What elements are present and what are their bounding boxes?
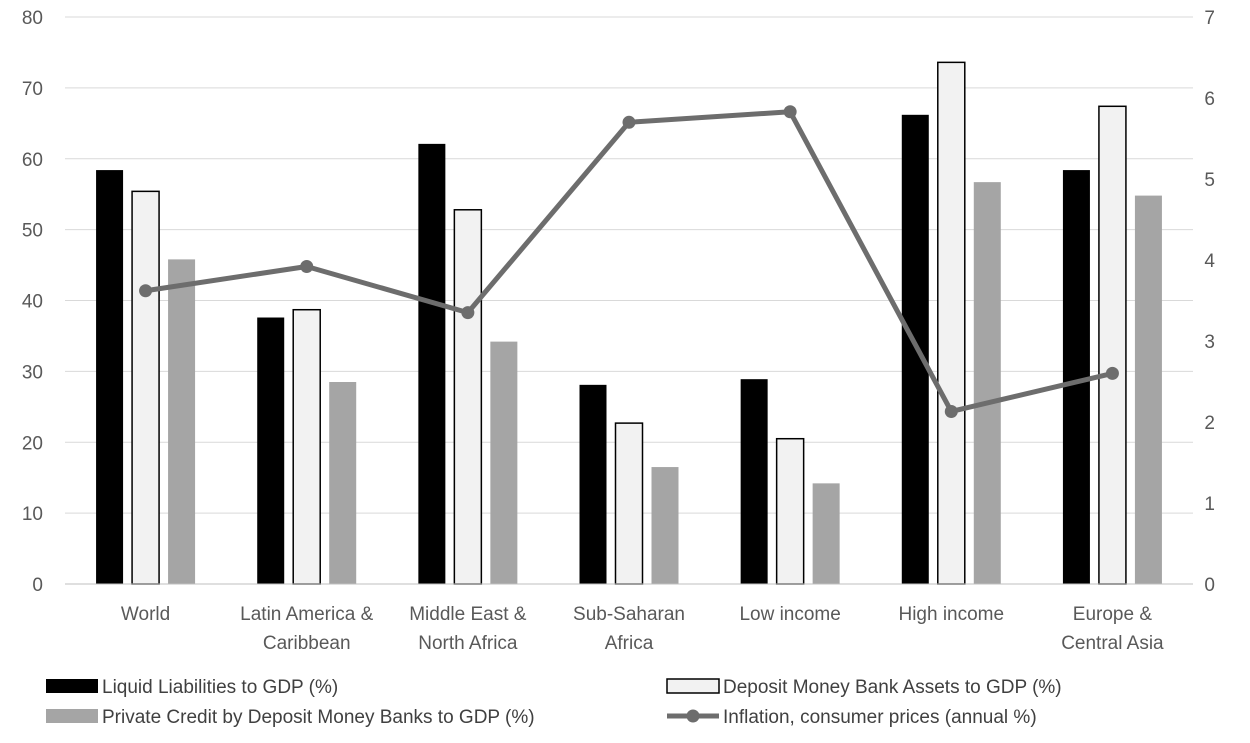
category-label: Low income [739,604,840,625]
inflation-line-path [145,109,1114,414]
bar [740,379,768,584]
bar [453,209,483,585]
category-label-line: Sub-Saharan [573,604,685,625]
right-tick-label: 7 [1204,8,1215,29]
category-label-line: Central Asia [1061,633,1164,654]
inflation-point [461,306,475,320]
bar [775,437,805,585]
category-label: World [121,604,170,625]
bar [614,422,644,585]
left-tick-label: 30 [22,362,43,383]
bar [1134,195,1162,585]
inflation-point [139,284,153,298]
category-label-line: Low income [739,604,840,625]
legend: Liquid Liabilities to GDP (%) Deposit Mon… [46,677,1062,728]
right-axis-tick-labels: 0 1 2 3 4 5 6 7 [1204,8,1215,596]
legend-swatch [666,678,720,694]
legend-item: Deposit Money Bank Assets to GDP (%) [666,677,1062,698]
left-tick-label: 40 [22,292,43,313]
bar [937,61,966,585]
category-label: Middle East & North Africa [409,604,527,654]
legend-item: Inflation, consumer prices (annual %) [667,707,1037,728]
bar [257,317,285,584]
category-label-line: North Africa [418,633,518,654]
right-tick-label: 2 [1204,413,1215,434]
legend-marker [686,709,700,723]
category-label-line: Caribbean [263,633,351,654]
left-tick-label: 50 [22,221,43,242]
category-label-line: Europe & [1073,604,1153,625]
inflation-line [139,105,1119,418]
bar [812,483,840,584]
category-label: High income [898,604,1004,625]
category-label: Sub-Saharan Africa [573,604,685,654]
right-tick-label: 1 [1204,494,1215,515]
left-axis-tick-labels: 0 10 20 30 40 50 60 70 80 [22,8,43,596]
gridlines [65,16,1193,514]
right-tick-label: 6 [1204,89,1215,110]
category-labels: World Latin America & Caribbean Middle East… [121,604,1164,654]
bar [168,259,196,584]
right-tick-label: 5 [1204,170,1215,191]
bar [131,190,160,585]
legend-swatch [46,679,98,693]
right-tick-label: 3 [1204,332,1215,353]
category-label-line: Middle East & [409,604,527,625]
bar [96,170,124,584]
legend-label: Deposit Money Bank Assets to GDP (%) [723,677,1062,698]
legend-item: Liquid Liabilities to GDP (%) [46,677,338,698]
bar [651,467,679,584]
legend-label: Liquid Liabilities to GDP (%) [102,677,338,698]
inflation-point [1105,366,1119,380]
bar [579,384,607,584]
bar [1062,170,1090,584]
category-label-line: Latin America & [240,604,373,625]
bar [418,143,446,584]
right-tick-label: 0 [1204,575,1215,596]
category-label-line: World [121,604,170,625]
legend-item: Private Credit by Deposit Money Banks to… [46,707,535,728]
bar [973,182,1001,585]
inflation-point [622,115,636,129]
bar [292,308,321,585]
bar [490,341,518,584]
legend-label: Private Credit by Deposit Money Banks to… [102,707,535,728]
left-tick-label: 20 [22,433,43,454]
category-label: Europe & Central Asia [1061,604,1164,654]
bar [329,382,357,584]
inflation-point [300,259,314,273]
left-tick-label: 10 [22,504,43,525]
right-tick-label: 4 [1204,251,1215,272]
left-tick-label: 80 [22,8,43,29]
category-label-line: Africa [605,633,654,654]
left-tick-label: 70 [22,79,43,100]
left-tick-label: 0 [32,575,43,596]
inflation-point [944,404,958,418]
left-tick-label: 60 [22,150,43,171]
legend-label: Inflation, consumer prices (annual %) [723,707,1037,728]
category-label-line: High income [898,604,1004,625]
bars [96,61,1162,585]
legend-swatch [46,709,98,723]
inflation-point [783,105,797,119]
bar [1098,105,1127,585]
category-label: Latin America & Caribbean [240,604,373,654]
